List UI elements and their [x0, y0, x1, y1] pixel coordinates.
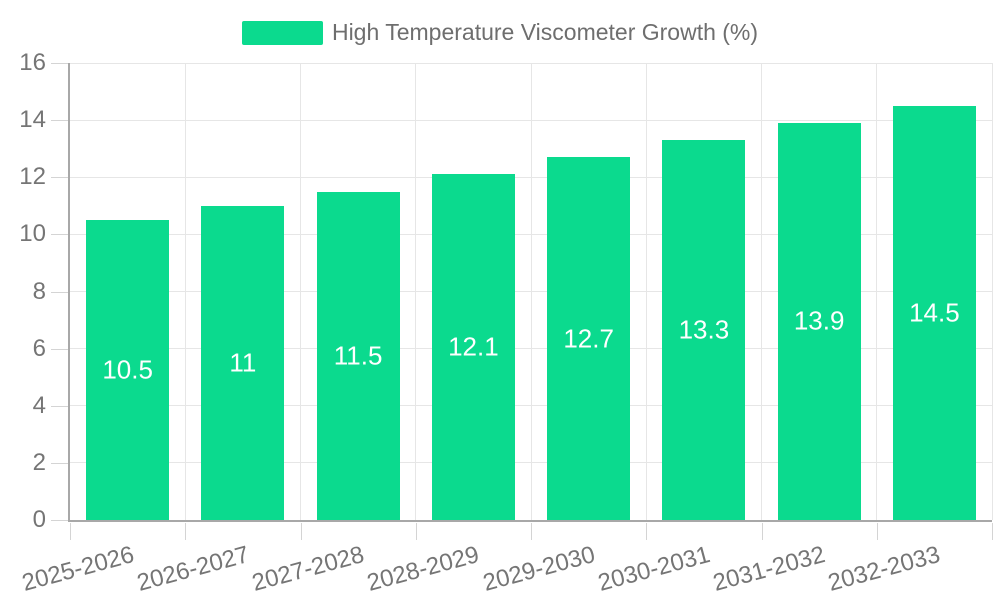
v-gridline [184, 63, 186, 520]
y-tick-label: 4 [32, 391, 46, 419]
bar[interactable]: 12.7 [547, 157, 631, 520]
x-tick-mark [185, 523, 187, 540]
v-gridline [876, 63, 878, 520]
x-tick-mark [531, 523, 532, 540]
y-tick-label: 10 [19, 220, 46, 248]
bar-value-label: 10.5 [102, 354, 153, 385]
y-tick-mark [51, 520, 68, 521]
x-tick-mark [646, 523, 648, 540]
y-tick-mark [51, 63, 68, 64]
bar-value-label: 11.5 [333, 340, 383, 371]
bar[interactable]: 14.5 [892, 105, 976, 520]
bar[interactable]: 10.5 [86, 220, 170, 520]
bar[interactable]: 11.5 [316, 191, 400, 520]
y-tick-mark [51, 177, 68, 179]
y-tick-label: 2 [32, 448, 46, 476]
y-tick-label: 8 [32, 277, 46, 305]
plot-area: 10.5 11 11.5 12.1 12.7 13.3 13.9 14.5 [68, 62, 993, 522]
legend-item[interactable]: High Temperature Viscometer Growth (%) [0, 19, 1000, 46]
v-gridline [991, 63, 993, 520]
y-tick-mark [51, 120, 68, 122]
bar-value-label: 11 [229, 347, 257, 378]
bar[interactable]: 13.9 [777, 122, 861, 520]
y-tick-mark [51, 405, 68, 407]
bar-value-label: 12.1 [448, 331, 499, 362]
x-tick-mark [876, 523, 878, 540]
v-gridline [645, 63, 647, 520]
legend-label: High Temperature Viscometer Growth (%) [331, 19, 759, 45]
y-tick-label: 0 [32, 506, 46, 533]
y-tick-label: 14 [19, 106, 46, 134]
v-gridline [415, 63, 417, 520]
x-tick-mark [761, 523, 763, 540]
y-tick-mark [51, 234, 68, 236]
v-gridline [761, 63, 762, 520]
bar[interactable]: 11 [201, 205, 285, 520]
x-tick-mark [70, 523, 71, 540]
bar-value-label: 13.9 [793, 305, 845, 336]
v-gridline [530, 63, 532, 520]
legend-swatch [241, 20, 323, 45]
bar-value-label: 13.3 [678, 314, 730, 345]
y-tick-label: 12 [19, 163, 46, 191]
y-tick-label: 16 [19, 49, 46, 76]
bar-value-label: 12.7 [563, 323, 614, 354]
y-tick-mark [51, 462, 68, 464]
bar[interactable]: 13.3 [662, 140, 746, 520]
bar[interactable]: 12.1 [431, 174, 515, 520]
y-tick-mark [51, 348, 68, 350]
y-tick-label: 6 [32, 334, 46, 362]
v-gridline [300, 63, 301, 520]
bar-value-label: 14.5 [909, 297, 960, 328]
x-tick-mark [300, 523, 302, 540]
x-tick-mark [992, 523, 993, 540]
x-tick-mark [415, 523, 417, 540]
y-tick-mark [51, 291, 68, 293]
